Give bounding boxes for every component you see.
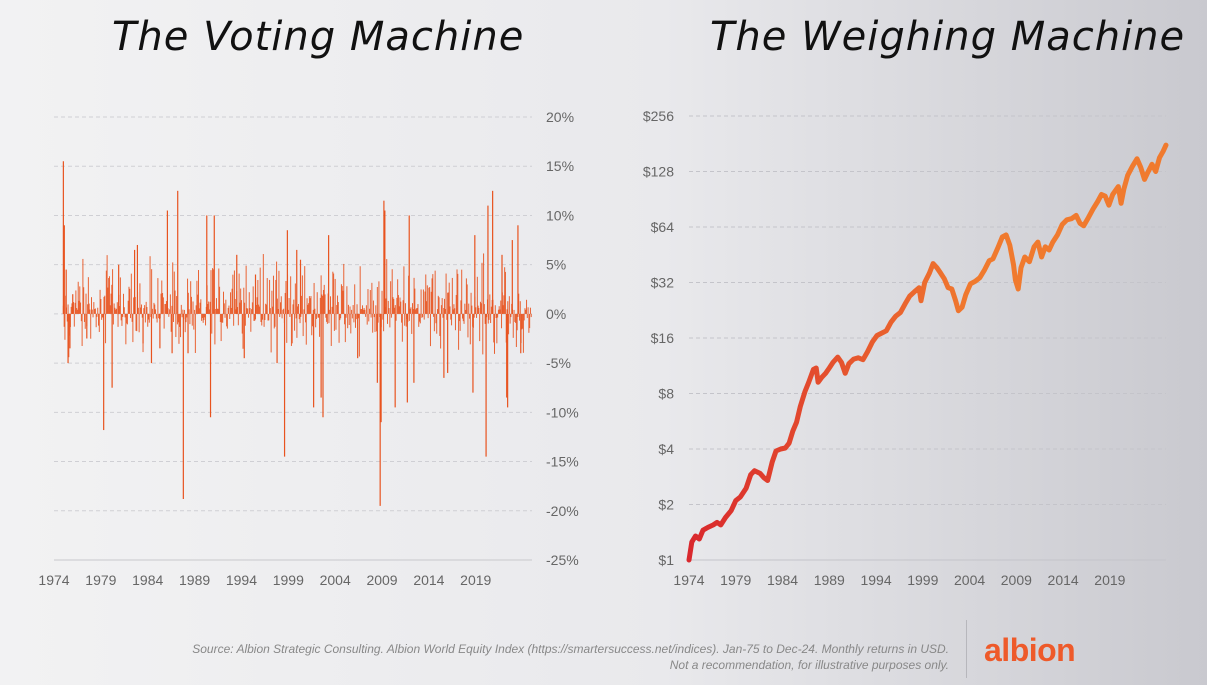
y-tick-label: 5% — [546, 257, 566, 273]
source-note: Source: Albion Strategic Consulting. Alb… — [192, 641, 949, 673]
y-tick-label: 20% — [546, 109, 574, 125]
y-tick-label: $1 — [658, 552, 674, 568]
x-tick-label: 1989 — [179, 572, 210, 588]
y-tick-label: -10% — [546, 404, 579, 420]
x-tick-label: 1989 — [814, 572, 845, 588]
x-tick-label: 2014 — [413, 572, 444, 588]
weighing-machine-title: The Weighing Machine — [710, 14, 1186, 60]
x-tick-label: 1984 — [132, 572, 163, 588]
x-tick-label: 2014 — [1048, 572, 1079, 588]
x-tick-label: 2009 — [1001, 572, 1032, 588]
x-tick-label: 1994 — [226, 572, 257, 588]
y-tick-label: -20% — [546, 503, 579, 519]
y-tick-label: $256 — [643, 108, 674, 124]
y-tick-label: $8 — [658, 386, 674, 402]
x-tick-label: 1974 — [38, 572, 69, 588]
y-tick-label: 10% — [546, 207, 574, 223]
x-tick-label: 1999 — [273, 572, 304, 588]
x-tick-label: 2009 — [366, 572, 397, 588]
x-tick-label: 2004 — [954, 572, 985, 588]
x-tick-label: 2019 — [460, 572, 491, 588]
y-tick-label: $16 — [651, 330, 675, 346]
voting-machine-title: The Voting Machine — [112, 14, 525, 60]
y-tick-label: -25% — [546, 552, 579, 568]
y-tick-label: 0% — [546, 306, 566, 322]
source-line-2: Not a recommendation, for illustrative p… — [669, 658, 949, 672]
x-tick-label: 1994 — [860, 572, 891, 588]
y-tick-label: $4 — [658, 441, 674, 457]
x-tick-label: 1979 — [85, 572, 116, 588]
x-tick-label: 1999 — [907, 572, 938, 588]
y-tick-label: $32 — [651, 275, 675, 291]
y-tick-label: -5% — [546, 355, 571, 371]
x-tick-label: 2019 — [1094, 572, 1125, 588]
source-line-1: Source: Albion Strategic Consulting. Alb… — [192, 642, 949, 656]
x-tick-label: 2004 — [320, 572, 351, 588]
x-tick-label: 1974 — [673, 572, 704, 588]
footer-divider — [966, 620, 967, 678]
x-tick-label: 1984 — [767, 572, 798, 588]
y-tick-label: -15% — [546, 454, 579, 470]
y-tick-label: 15% — [546, 158, 574, 174]
growth-line — [686, 142, 1169, 563]
x-tick-label: 1979 — [720, 572, 751, 588]
y-tick-label: $64 — [651, 219, 675, 235]
y-tick-label: $2 — [658, 497, 674, 513]
y-tick-label: $128 — [643, 164, 674, 180]
albion-logo: albion — [984, 632, 1076, 668]
